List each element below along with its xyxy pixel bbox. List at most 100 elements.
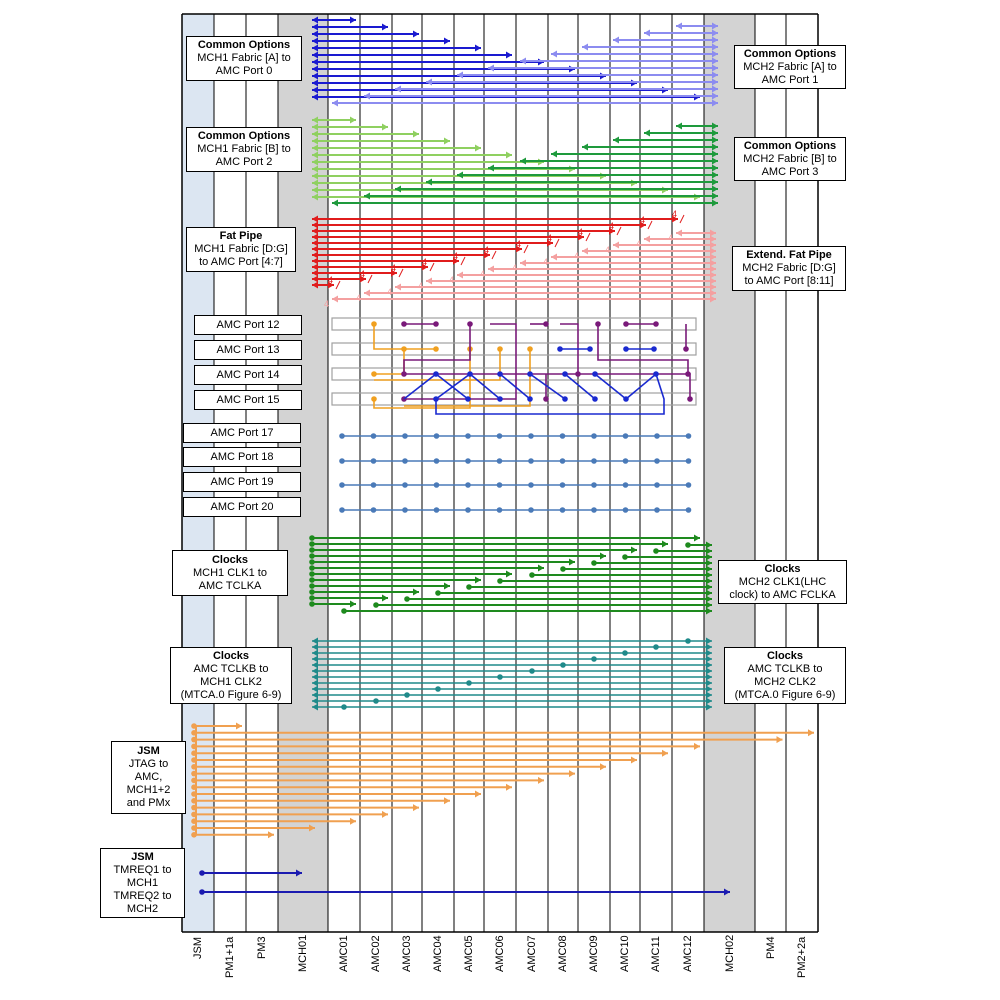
- port-dot: [651, 346, 657, 352]
- clk1-mch2-line-dot: [373, 602, 379, 608]
- clk1-mch1-line-arrow: [694, 534, 700, 542]
- fabric-b-mch1-line-arrow-tail: [312, 158, 318, 166]
- tmreq1-line-arrow: [296, 869, 302, 877]
- column-label-amc10: AMC10: [619, 934, 631, 972]
- port-link: [404, 323, 517, 400]
- label-clocks-mch2-clk1: Clocks MCH2 CLK1(LHC clock) to AMC FCLKA: [718, 560, 847, 604]
- jtag-line-arrow: [569, 770, 575, 778]
- fabric-b-mch1-line-arrow: [350, 116, 356, 124]
- tclkb-dot: [685, 638, 691, 644]
- fabric-b-mch2-line-arrow-tail: [712, 143, 718, 151]
- clk1-mch2-line-arrow: [706, 607, 712, 615]
- fabric-a-mch2-line-arrow: [395, 85, 401, 93]
- label-amc-port-13: AMC Port 13: [194, 340, 302, 360]
- clk1-mch2-line-arrow: [706, 583, 712, 591]
- port-dot: [371, 321, 377, 327]
- port-bus-dot: [496, 433, 503, 439]
- fabric-b-mch2-line-arrow-tail: [712, 150, 718, 158]
- tclkb-arrow-left: [312, 643, 318, 651]
- fabric-b-mch2-line-arrow: [613, 136, 619, 144]
- label-amc-port-12: AMC Port 12: [194, 315, 302, 335]
- fabric-b-mch2-line-arrow: [395, 185, 401, 193]
- clocks-clk1: [309, 534, 712, 615]
- port-bus-dot: [622, 507, 629, 513]
- fat-pipe-mch2-line-arrow-tail: [710, 271, 716, 279]
- tclkb-arrow-right: [706, 673, 712, 681]
- fat-pipe-mch1-line-arrow-tail: [312, 233, 318, 241]
- fat-pipe-mch2-line-arrow-tail: [710, 265, 716, 273]
- tclkb-arrow-right: [706, 661, 712, 669]
- fat-pipe-slash: [491, 250, 497, 260]
- fabric-b-mch1-line-arrow-tail: [312, 144, 318, 152]
- tclkb-dot: [560, 662, 566, 668]
- tmreq2-line-dot: [199, 889, 205, 895]
- fat-pipe-slash: [335, 280, 341, 290]
- fat-pipe-mch2-line-arrow-tail: [710, 241, 716, 249]
- clk1-mch1-line-arrow: [382, 594, 388, 602]
- fabric-a-mch1-line-arrow-tail: [312, 93, 318, 101]
- fat-pipe-mch1-line-arrow: [609, 227, 615, 235]
- port-link: [403, 324, 471, 374]
- fabric-a-mch1-line-arrow-tail: [312, 79, 318, 87]
- column-label-amc06: AMC06: [494, 934, 506, 972]
- tclkb-arrow-left: [312, 703, 318, 711]
- column-label-amc08: AMC08: [557, 934, 569, 972]
- fabric-a-mch1-line-arrow-tail: [312, 51, 318, 59]
- port-bus-dot: [402, 458, 408, 464]
- port-dot: [497, 396, 503, 402]
- jtag-line-arrow: [444, 797, 450, 805]
- fabric-a-mch1-line-arrow-tail: [312, 30, 318, 38]
- label-clocks-mch1-clk1: Clocks MCH1 CLK1 to AMC TCLKA: [172, 550, 288, 596]
- tclkb-arrow-right: [706, 649, 712, 657]
- fabric-b-mch1-line-arrow: [475, 144, 481, 152]
- clk1-mch1-line-arrow: [413, 588, 419, 596]
- fabric-b-mch1-line-arrow-tail: [312, 123, 318, 131]
- fabric-a-mch2-line-arrow-tail: [712, 99, 718, 107]
- label-common-options-mch1-b: Common Options MCH1 Fabric [B] to AMC Po…: [186, 127, 302, 172]
- column-label-pm2-2a: PM2+2a: [796, 936, 808, 978]
- jsm-tmreq: [199, 869, 730, 896]
- tclkb-dot: [622, 650, 628, 656]
- port-link: [374, 349, 501, 381]
- column-label-mch01: MCH01: [297, 934, 309, 972]
- jsm-jtag: [191, 722, 814, 839]
- port-bus-dot: [433, 458, 440, 464]
- port-bus-dot: [654, 458, 660, 464]
- fat-pipe-slash: [554, 238, 560, 248]
- label-common-options-mch2-a: Common Options MCH2 Fabric [A] to AMC Po…: [734, 45, 846, 89]
- fabric-b-mch1-line-arrow-tail: [312, 179, 318, 187]
- port-bus-dot: [622, 482, 629, 488]
- fabric-a-mch1-line-arrow-tail: [312, 44, 318, 52]
- label-jsm-jtag: JSM JTAG to AMC, MCH1+2 and PMx: [111, 741, 186, 814]
- label-amc-port-14: AMC Port 14: [194, 365, 302, 385]
- column-label-pm3: PM3: [256, 936, 268, 959]
- port-link: [469, 373, 501, 400]
- tclkb-arrow-left: [312, 697, 318, 705]
- port-bus-dot: [559, 458, 566, 464]
- fat-pipe-mch1-line-arrow-tail: [312, 251, 318, 259]
- fabric-b-mch2-line-arrow: [488, 164, 494, 172]
- port-dot: [592, 371, 598, 377]
- label-common-options-mch2-b: Common Options MCH2 Fabric [B] to AMC Po…: [734, 137, 846, 181]
- port-dot: [595, 321, 601, 327]
- port-bus-dot: [433, 482, 440, 488]
- fabric-a-mch2-line-arrow-tail: [712, 64, 718, 72]
- tclkb-arrow-right: [706, 637, 712, 645]
- fabric-b-mch1-line-arrow: [506, 151, 512, 159]
- port-bus-dot: [496, 458, 503, 464]
- label-amc-port-19: AMC Port 19: [183, 472, 301, 492]
- label-common-options-mch1-a: Common Options MCH1 Fabric [A] to AMC Po…: [186, 36, 302, 81]
- port-bus-dot: [370, 458, 377, 464]
- jtag-line-arrow: [662, 749, 668, 757]
- clk1-mch2-line-dot: [529, 572, 535, 578]
- clk1-mch2-line-dot: [466, 584, 472, 590]
- port-bus-dot: [465, 458, 471, 464]
- jtag-line-arrow: [506, 783, 512, 791]
- fat-pipe-mch2-line-arrow-tail: [710, 277, 716, 285]
- tclkb-arrow-left: [312, 667, 318, 675]
- fat-pipe-mch1-line-arrow-tail: [312, 245, 318, 253]
- port-dot: [467, 321, 473, 327]
- clk1-mch2-line-dot: [622, 554, 628, 560]
- port-bus-dot: [496, 482, 503, 488]
- port-bus-dot: [528, 482, 534, 488]
